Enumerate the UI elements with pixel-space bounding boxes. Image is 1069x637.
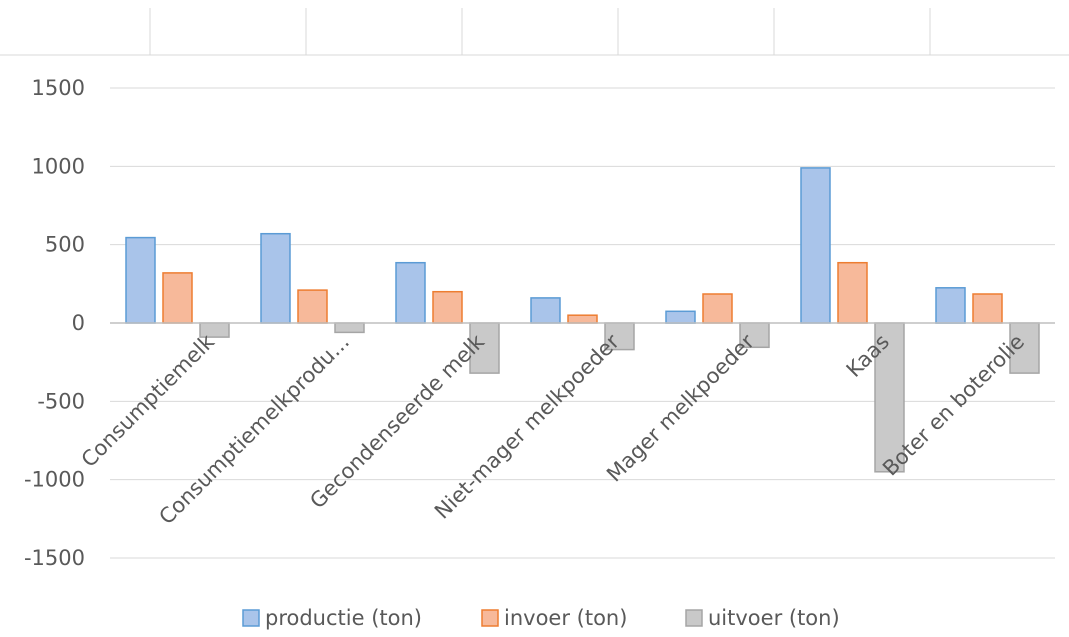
legend-swatch <box>685 609 703 627</box>
y-axis-ticks: 1500 1000 500 0 -500 -1000 -1500 <box>24 76 85 570</box>
bar-productie <box>260 232 291 324</box>
bar-invoer <box>567 314 598 324</box>
bar-productie <box>395 261 426 324</box>
category-label: Consumptiemelk <box>77 329 220 472</box>
spreadsheet-header-strip <box>0 8 1069 56</box>
legend-label: productie (ton) <box>265 606 422 630</box>
bar-productie <box>935 287 966 324</box>
bar-productie <box>530 297 561 324</box>
legend-swatch <box>481 609 499 627</box>
bar-invoer <box>432 290 463 324</box>
y-tick-label: -1000 <box>24 468 85 492</box>
y-tick-label: 500 <box>45 233 85 257</box>
bar-uitvoer <box>1009 322 1040 374</box>
bar-invoer <box>837 261 868 324</box>
legend-swatch <box>242 609 260 627</box>
legend-label: uitvoer (ton) <box>708 606 840 630</box>
bar-uitvoer <box>334 322 365 334</box>
bar-invoer <box>702 293 733 324</box>
bar-productie <box>125 236 156 324</box>
y-tick-label: -1500 <box>24 546 85 570</box>
y-tick-label: -500 <box>37 389 85 413</box>
category-label: Mager melkpoeder <box>602 329 759 486</box>
bar-invoer <box>972 293 1003 324</box>
bar-invoer <box>162 272 193 324</box>
y-tick-label: 0 <box>72 311 85 335</box>
bar-productie <box>800 167 831 324</box>
y-tick-label: 1500 <box>32 76 85 100</box>
bar-invoer <box>297 289 328 324</box>
y-tick-label: 1000 <box>32 154 85 178</box>
bar-productie <box>665 310 696 324</box>
bars <box>125 167 1040 473</box>
legend: productie (ton) invoer (ton) uitvoer (ton) <box>242 606 840 630</box>
gridlines <box>110 87 1055 559</box>
legend-label: invoer (ton) <box>504 606 627 630</box>
bar-uitvoer <box>739 322 770 349</box>
